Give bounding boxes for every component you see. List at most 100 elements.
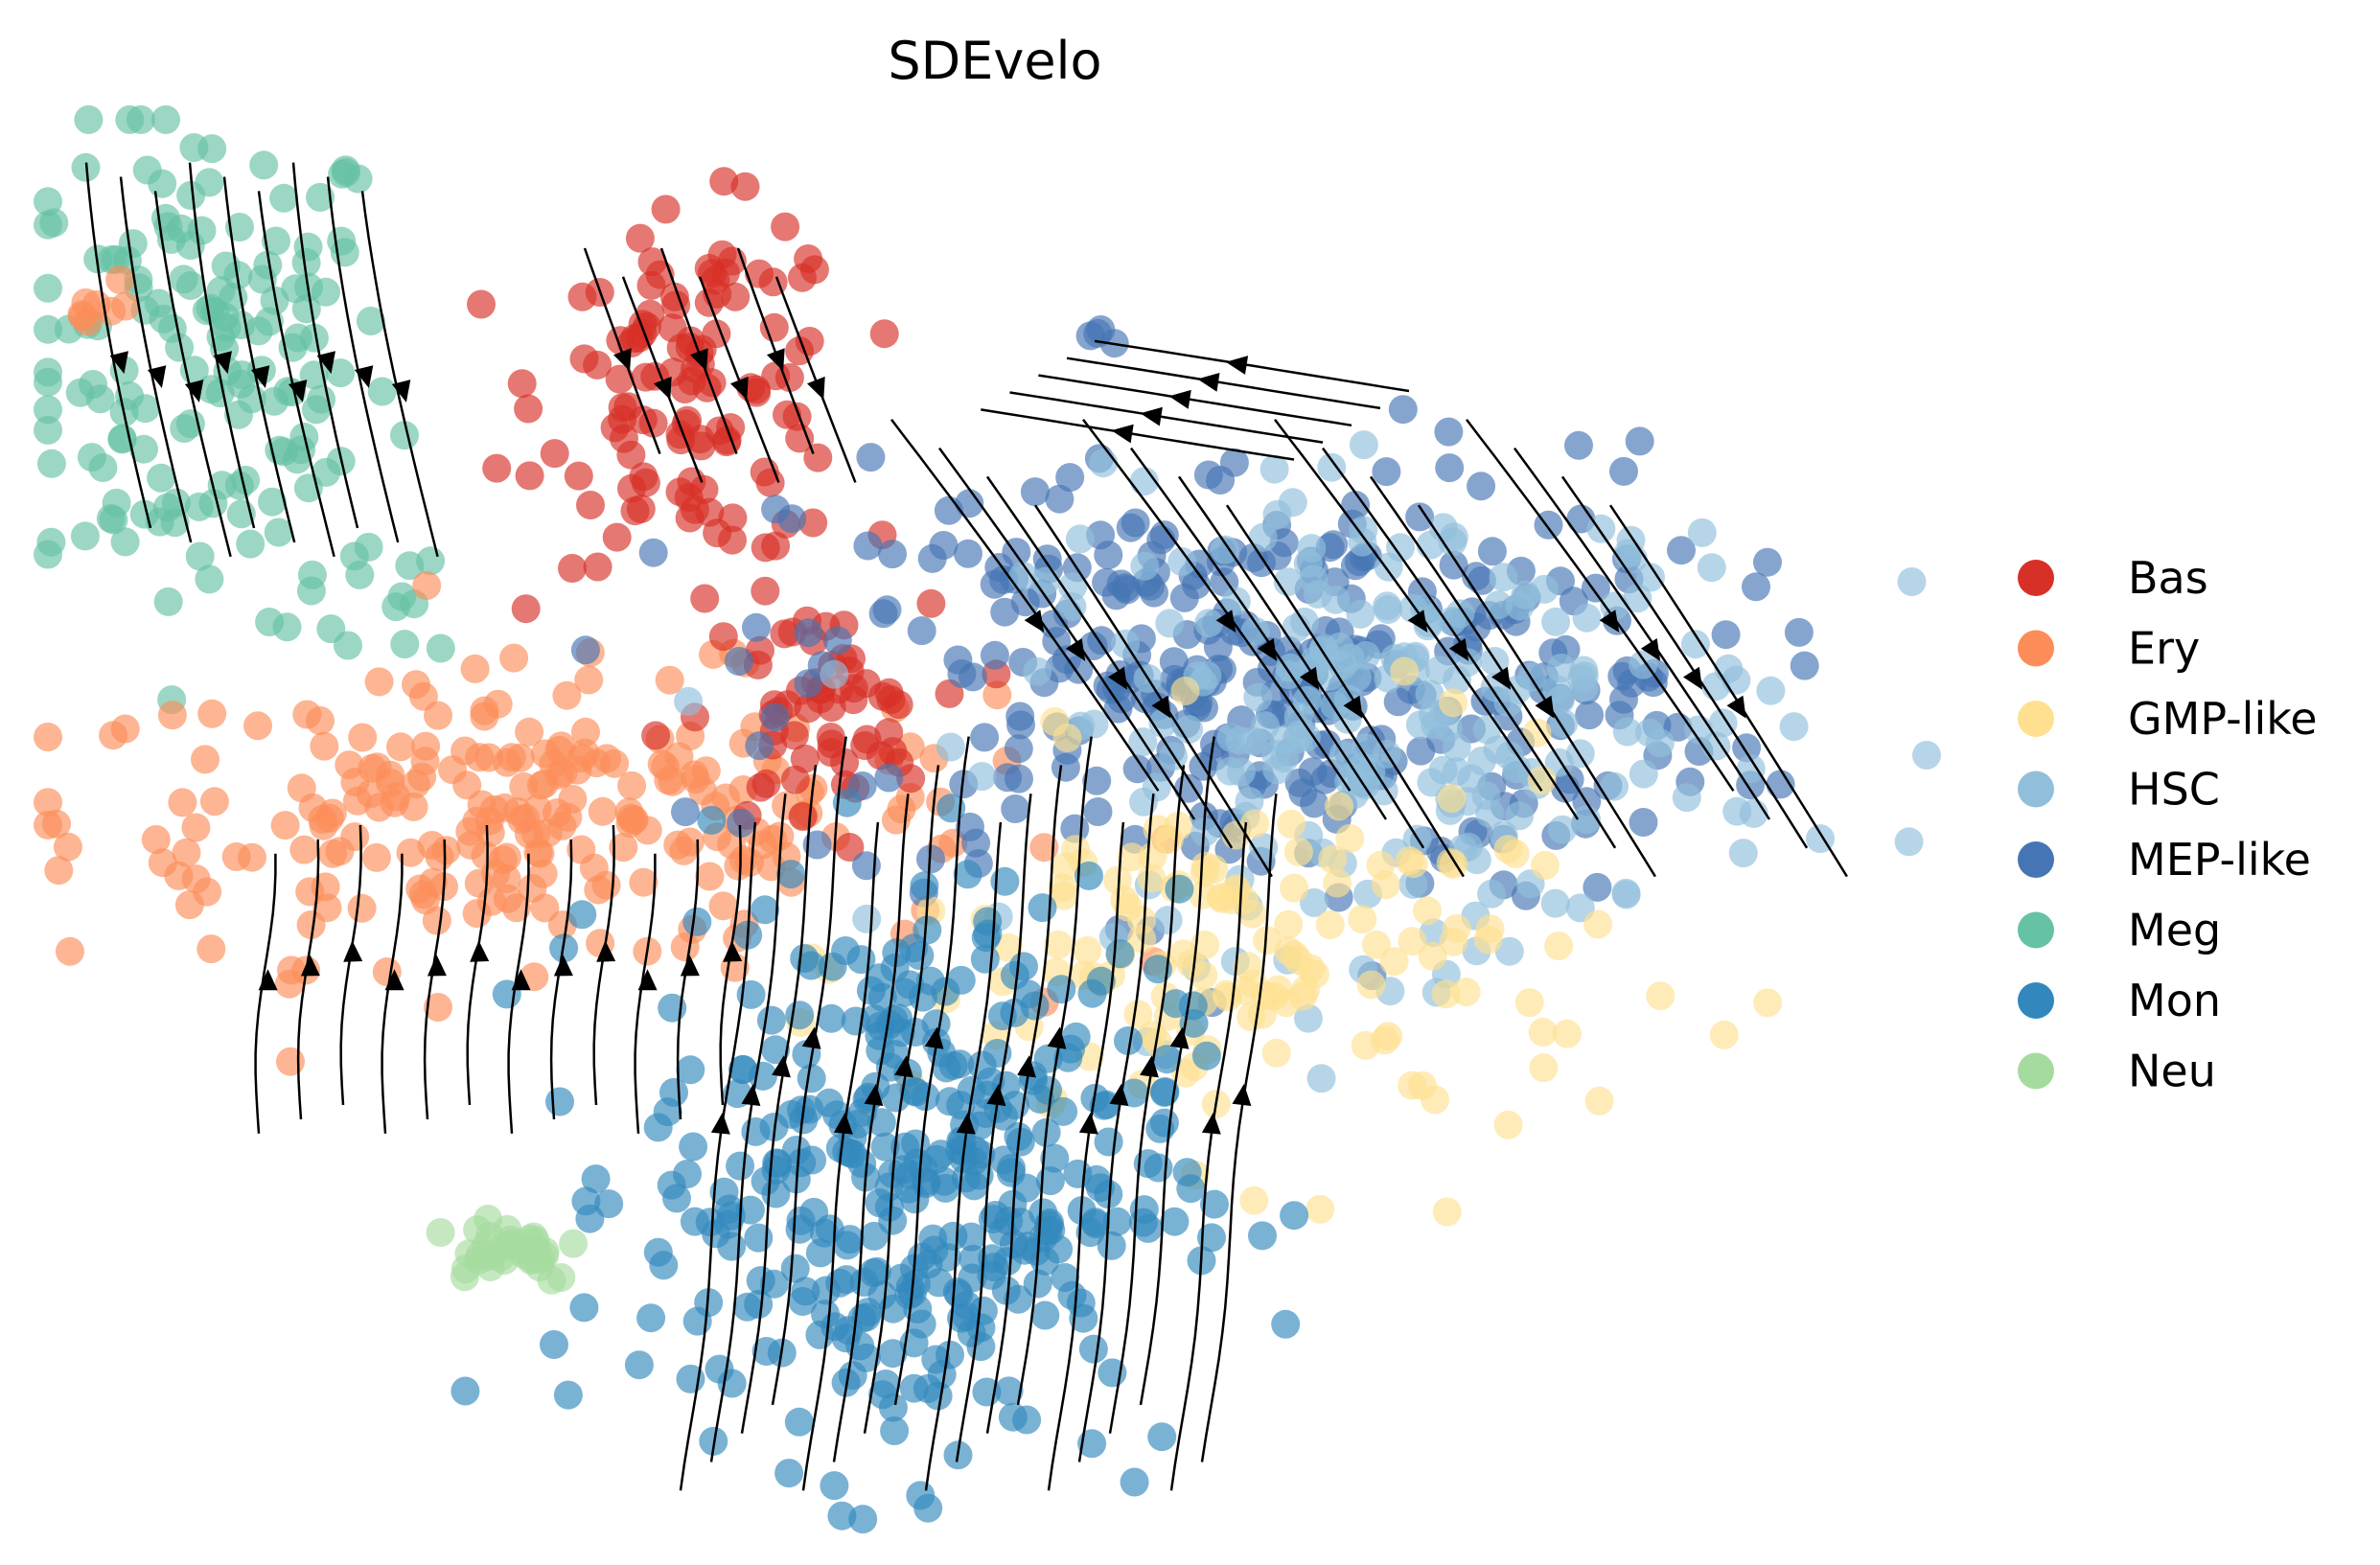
scatter-point-mon bbox=[957, 1222, 986, 1252]
scatter-point-gmp-like bbox=[1583, 909, 1613, 939]
scatter-point-ery bbox=[528, 859, 558, 888]
scatter-point-mon bbox=[1102, 1207, 1132, 1236]
streamline bbox=[583, 247, 661, 455]
scatter-point-mon bbox=[1089, 1091, 1119, 1120]
scatter-point-hsc bbox=[1530, 574, 1560, 604]
streamline-arrow bbox=[300, 955, 320, 977]
scatter-point-mon bbox=[581, 1164, 611, 1194]
scatter-point-ery bbox=[308, 805, 337, 834]
scatter-point-gmp-like bbox=[1261, 1038, 1291, 1068]
scatter-point-ery bbox=[588, 796, 617, 826]
scatter-point-ery bbox=[34, 810, 62, 840]
scatter-point-meg bbox=[34, 395, 62, 425]
scatter-point-hsc bbox=[1023, 656, 1052, 686]
scatter-point-gmp-like bbox=[1408, 1070, 1437, 1100]
scatter-point-mon bbox=[636, 1303, 666, 1333]
scatter-point-mon bbox=[1051, 1263, 1080, 1292]
streamline bbox=[326, 176, 400, 543]
scatter-point-bas bbox=[779, 721, 809, 750]
scatter-point-mep-like bbox=[1182, 570, 1211, 600]
scatter-point-hsc bbox=[1300, 887, 1329, 917]
scatter-point-mon bbox=[815, 1214, 844, 1244]
legend-marker-mep-like bbox=[2018, 841, 2054, 878]
legend-marker-meg bbox=[2018, 911, 2054, 949]
streamline-arrow bbox=[1726, 695, 1746, 719]
scatter-point-meg bbox=[179, 133, 209, 162]
scatter-point-mon bbox=[1005, 1127, 1035, 1157]
scatter-point-hsc bbox=[1221, 587, 1251, 616]
scatter-point-meg bbox=[198, 489, 228, 518]
scatter-point-mon bbox=[874, 1192, 904, 1222]
scatter-point-mon bbox=[913, 1493, 943, 1523]
scatter-point-mep-like bbox=[907, 616, 936, 646]
scatter-point-meg bbox=[291, 294, 321, 324]
scatter-point-gmp-like bbox=[1522, 718, 1552, 748]
scatter-point-hsc bbox=[1428, 755, 1458, 785]
scatter-point-mon bbox=[1075, 1218, 1105, 1248]
scatter-point-bas bbox=[830, 748, 860, 777]
scatter-point-meg bbox=[77, 443, 106, 472]
scatter-point-ery bbox=[44, 856, 74, 886]
scatter-point-mep-like bbox=[742, 612, 771, 642]
scatter-point-mep-like bbox=[1625, 426, 1654, 456]
scatter-point-bas bbox=[635, 299, 665, 329]
scatter-point-mon bbox=[1086, 966, 1116, 996]
scatter-point-mon bbox=[785, 1001, 815, 1030]
streamline bbox=[423, 839, 447, 1119]
scatter-point-mon bbox=[751, 1337, 781, 1366]
scatter-point-gmp-like bbox=[1123, 1000, 1153, 1029]
scatter-point-mep-like bbox=[1405, 502, 1435, 532]
scatter-point-mon bbox=[881, 1083, 911, 1113]
scatter-point-meg bbox=[354, 532, 383, 562]
scatter-point-bas bbox=[751, 576, 780, 606]
scatter-point-mon bbox=[1069, 1303, 1098, 1333]
scatter-point-ery bbox=[168, 788, 197, 817]
streamline-arrow bbox=[1535, 695, 1555, 719]
streamline-arrow bbox=[772, 1055, 791, 1078]
scatter-point-bas bbox=[540, 439, 569, 469]
streamline bbox=[1200, 794, 1278, 1462]
scatter-point-mon bbox=[1030, 1246, 1060, 1276]
scatter-point-mep-like bbox=[671, 797, 700, 827]
scatter-point-mep-like bbox=[725, 647, 753, 676]
scatter-point-bas bbox=[695, 497, 725, 527]
scatter-point-hsc bbox=[1130, 551, 1160, 581]
scatter-point-mon bbox=[545, 1087, 574, 1116]
scatter-point-hsc bbox=[1477, 879, 1507, 909]
scatter-point-hsc bbox=[1278, 488, 1307, 518]
scatter-point-hsc bbox=[1611, 878, 1641, 908]
scatter-point-ery bbox=[563, 755, 592, 785]
scatter-point-hsc bbox=[1613, 539, 1643, 568]
scatter-point-mep-like bbox=[1372, 457, 1401, 487]
scatter-point-mon bbox=[643, 1113, 673, 1142]
scatter-point-ery bbox=[574, 665, 604, 695]
scatter-point-gmp-like bbox=[1103, 865, 1132, 895]
scatter-point-hsc bbox=[1194, 609, 1224, 638]
streamline-arrow bbox=[864, 1084, 884, 1106]
streamline-arrow bbox=[250, 365, 270, 388]
streamline bbox=[549, 839, 573, 1119]
scatter-point-meg bbox=[34, 210, 62, 240]
streamline bbox=[924, 821, 1003, 1491]
scatter-point-hsc bbox=[1708, 708, 1738, 738]
scatter-point-gmp-like bbox=[1544, 932, 1574, 960]
scatter-point-mon bbox=[880, 1416, 910, 1445]
scatter-point-meg bbox=[327, 226, 357, 256]
streamline-arrow bbox=[1108, 666, 1128, 690]
scatter-point-ery bbox=[238, 842, 266, 872]
streamline bbox=[257, 191, 335, 558]
scatter-point-meg bbox=[262, 226, 290, 256]
scatter-point-hsc bbox=[967, 762, 997, 792]
scatter-point-mep-like bbox=[1790, 651, 1819, 680]
scatter-point-hsc bbox=[1722, 796, 1752, 826]
scatter-point-hsc bbox=[1321, 585, 1351, 614]
scatter-point-ery bbox=[651, 752, 681, 782]
scatter-point-mep-like bbox=[856, 443, 886, 472]
scatter-point-ery bbox=[530, 893, 560, 923]
scatter-point-hsc bbox=[1714, 654, 1744, 683]
scatter-point-mon bbox=[735, 1195, 765, 1225]
scatter-point-mep-like bbox=[1219, 448, 1249, 477]
scatter-point-bas bbox=[787, 263, 817, 292]
streamline bbox=[740, 765, 818, 1434]
streamline bbox=[360, 191, 439, 558]
